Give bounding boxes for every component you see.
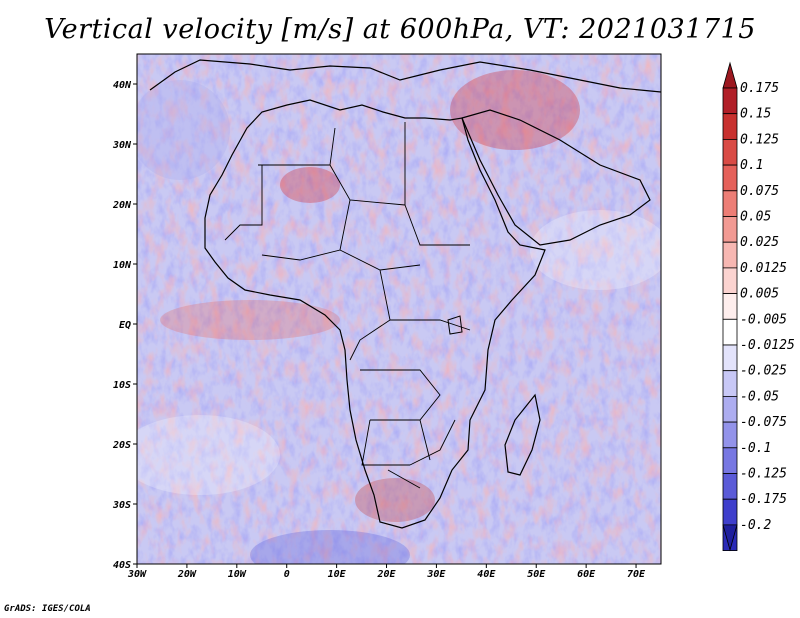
colorbar-swatch: [722, 421, 738, 449]
colorbar-label: -0.175: [740, 492, 787, 507]
colorbar-label: 0.0125: [740, 261, 787, 276]
y-tick-label: EQ: [119, 320, 131, 331]
x-tick-label: 30E: [426, 569, 446, 580]
y-tick-label: 30S: [112, 500, 131, 511]
plot-frame: [136, 53, 662, 565]
x-tick-label: 40E: [477, 569, 496, 580]
colorbar-swatch: [722, 498, 738, 526]
colorbar-swatch: [722, 216, 738, 243]
colorbar-swatch: [722, 113, 738, 140]
x-tick-label: 20E: [376, 569, 396, 580]
y-tick-label: 20N: [112, 200, 132, 211]
arabia-coastline: [461, 109, 651, 246]
x-tick-label: 30W: [127, 569, 147, 580]
colorbar-top-arrow: [722, 61, 738, 89]
y-tick-label: 40N: [113, 80, 132, 91]
x-tick-label: 10E: [328, 569, 347, 580]
x-tick-label: 70E: [627, 569, 646, 580]
x-tick-label: 0: [284, 569, 290, 580]
grads-credit: GrADS: IGES/COLA: [4, 604, 91, 614]
colorbar-swatch: [722, 395, 738, 423]
x-tick-label: 50E: [527, 569, 546, 580]
y-tick-label: 10N: [113, 260, 132, 271]
colorbar-swatch: [722, 473, 738, 500]
colorbar-swatch: [722, 190, 738, 217]
colorbar-label: 0.15: [740, 107, 771, 122]
x-tick-label: 60E: [577, 569, 596, 580]
colorbar-label: 0.005: [740, 287, 779, 302]
colorbar-swatch: [722, 447, 738, 474]
colorbar-label: -0.0125: [740, 338, 795, 353]
x-tick-label: 10W: [228, 569, 247, 580]
colorbar-label: 0.05: [740, 210, 771, 225]
y-tick-label: 40S: [113, 560, 131, 571]
africa-coastline: [204, 99, 546, 529]
colorbar-label: -0.2: [740, 518, 771, 533]
colorbar-label: -0.125: [740, 467, 787, 482]
madagascar-coastline: [504, 393, 541, 476]
colorbar-bottom-arrow: [722, 524, 738, 552]
axes: 30W 20W 10W 0 10E 20E 30E 40E 50E 60E 70E 40N 30N 20N…: [112, 80, 646, 580]
colorbar-swatch: [722, 267, 738, 294]
colorbar: 0.175 0.15 0.125 0.1 0.075 0.05 0.025 0.0125 0.0…: [722, 61, 795, 552]
colorbar-swatch: [722, 164, 738, 192]
colorbar-label: -0.1: [740, 441, 771, 456]
colorbar-swatch: [722, 241, 738, 269]
colorbar-label: 0.125: [740, 132, 779, 147]
colorbar-swatch: [722, 370, 738, 397]
colorbar-label: -0.05: [740, 389, 779, 404]
colorbar-swatch: [722, 344, 738, 372]
x-tick-label: 20W: [177, 569, 197, 580]
colorbar-swatch: [722, 138, 738, 166]
map-title: Vertical velocity [m/s] at 600hPa, VT: 2…: [44, 14, 756, 45]
colorbar-label: 0.075: [740, 184, 779, 199]
europe-coastline: [149, 59, 661, 93]
coastlines: [149, 59, 661, 529]
colorbar-swatch: [722, 87, 738, 115]
y-tick-label: 10S: [113, 380, 131, 391]
y-tick-label: 30N: [112, 140, 132, 151]
colorbar-label: 0.025: [740, 235, 779, 250]
colorbar-label: 0.175: [740, 81, 779, 96]
colorbar-label: -0.005: [740, 312, 787, 327]
colorbar-swatch: [722, 293, 738, 320]
y-tick-label: 20S: [112, 440, 131, 451]
colorbar-swatch: [722, 318, 738, 346]
country-borders: [224, 122, 471, 489]
velocity-field: [137, 54, 661, 564]
colorbar-label: -0.075: [740, 415, 787, 430]
colorbar-label: -0.025: [740, 364, 787, 379]
lake-victoria: [447, 315, 463, 335]
colorbar-label: 0.1: [740, 158, 763, 173]
